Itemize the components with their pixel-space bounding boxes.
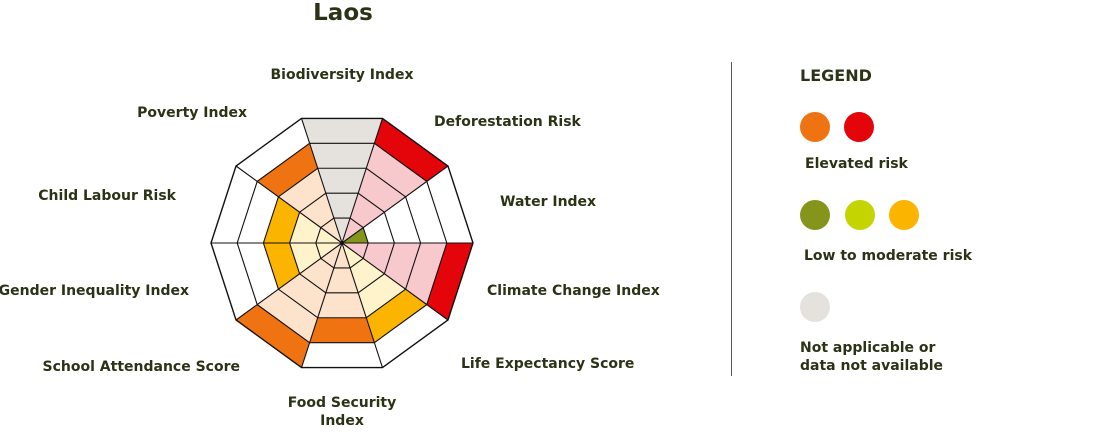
grid-spoke-10	[235, 165, 343, 244]
axis-label-5: Life Expectancy Score	[461, 356, 634, 372]
legend-label-na-line1: Not applicable or	[800, 340, 936, 356]
sector-8-ring-3	[263, 243, 300, 290]
grid-spoke-3	[341, 165, 449, 244]
sector-5-ring-4	[366, 289, 427, 343]
legend-label-na-line2: data not available	[800, 358, 944, 374]
axis-label-10: Poverty Index	[137, 105, 247, 121]
axis-label-9: Child Labour Risk	[38, 188, 176, 204]
page-title: Laos	[313, 0, 373, 26]
sector-9-ring-3	[263, 196, 300, 243]
axis-label-4: Climate Change Index	[487, 283, 660, 299]
sector-7-ring-2	[299, 258, 334, 293]
legend-dot-na	[800, 292, 830, 322]
sector-6-ring-3	[317, 292, 367, 318]
sector-9-ring-1	[315, 227, 342, 243]
sector-1-ring-5	[301, 118, 383, 144]
sector-8-ring-1	[315, 243, 342, 259]
sector-6-ring-2	[325, 267, 359, 293]
legend-dot-amber	[889, 200, 919, 230]
sector-1-ring-4	[309, 143, 375, 169]
sector-7-ring-4	[257, 289, 318, 343]
grid-spoke-5	[341, 242, 449, 321]
legend-dot-lime	[845, 200, 875, 230]
axis-label-1: Biodiversity Index	[271, 67, 414, 83]
sector-1-ring-1	[333, 218, 351, 243]
sector-2-ring-2	[350, 193, 385, 228]
sector-3-ring-1	[342, 227, 369, 243]
sector-4-ring-1	[342, 243, 369, 259]
sector-6-ring-4	[309, 317, 375, 343]
legend-dot-orange	[800, 112, 830, 142]
grid-spoke-6	[341, 242, 384, 368]
sector-2-ring-4	[366, 143, 427, 197]
legend-label-na: Not applicable or data not available	[800, 339, 943, 375]
sector-1-ring-3	[317, 168, 367, 194]
sector-10-ring-4	[257, 143, 318, 197]
sector-7-ring-5	[236, 304, 310, 368]
axis-label-3: Water Index	[500, 194, 596, 210]
sector-4-ring-5	[426, 243, 473, 320]
radar-chart: Biodiversity Index Deforestation Risk Wate…	[0, 67, 660, 429]
grid-spoke-2	[341, 118, 384, 244]
sector-2-ring-5	[374, 118, 448, 182]
sector-10-ring-2	[299, 193, 334, 228]
divider	[731, 62, 732, 376]
legend-label-low: Low to moderate risk	[804, 248, 973, 264]
grid-spoke-7	[300, 242, 343, 368]
legend-dot-red	[844, 112, 874, 142]
axis-label-6: Food Security Index	[288, 395, 397, 429]
legend-dot-olive	[800, 200, 830, 230]
sector-5-ring-2	[350, 258, 385, 293]
legend-label-elevated: Elevated risk	[805, 156, 908, 172]
axis-label-2: Deforestation Risk	[434, 114, 582, 130]
legend-title: LEGEND	[800, 66, 872, 85]
grid-spoke-8	[235, 242, 343, 321]
sector-4-ring-3	[384, 243, 421, 290]
sector-6-ring-1	[333, 243, 351, 268]
grid-spoke-1	[300, 118, 343, 244]
sector-1-ring-2	[325, 193, 359, 219]
axis-label-8: Gender Inequality Index	[0, 283, 189, 299]
axis-label-7: School Attendance Score	[43, 359, 240, 375]
